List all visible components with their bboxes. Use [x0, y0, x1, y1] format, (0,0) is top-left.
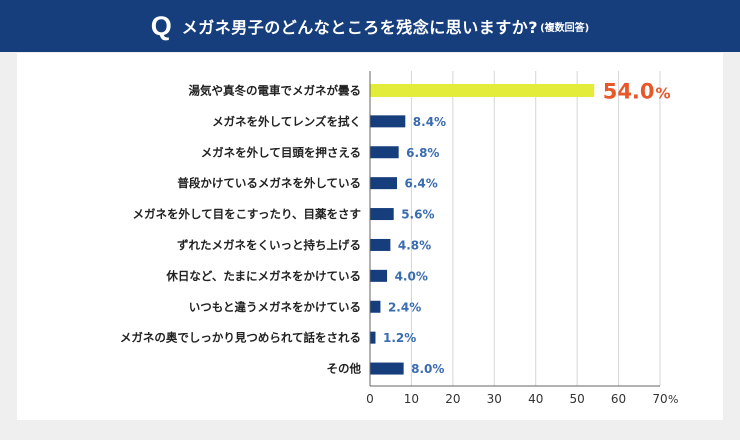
- data-label: 2.4%: [388, 300, 421, 314]
- data-label: 8.4%: [413, 115, 446, 129]
- category-label: 休日など、たまにメガネをかけている: [165, 269, 361, 283]
- data-label: 5.6%: [401, 208, 434, 222]
- data-label: 6.8%: [406, 146, 439, 160]
- question-title: メガネ男子のどんなところを残念に思いますか?: [181, 18, 539, 37]
- chart-panel: 0 10 20 30 40 50 60 70% 湯気や真冬の電車でメガネが曇る 54.0% メガネを…: [17, 53, 723, 420]
- bar: [370, 83, 595, 97]
- x-tick-label: 50: [570, 392, 585, 406]
- bar: [370, 269, 388, 282]
- x-tick-label: 30: [487, 392, 502, 406]
- data-label: 54.0: [603, 79, 655, 103]
- question-subtitle: (複数回答): [540, 22, 590, 34]
- bar: [370, 238, 391, 251]
- title-bar: Q メガネ男子のどんなところを残念に思いますか? (複数回答): [0, 0, 740, 52]
- x-tick-label: 10: [404, 392, 419, 406]
- x-tick-label: 60: [611, 392, 626, 406]
- x-unit-label: %: [668, 393, 678, 406]
- category-label: その他: [327, 362, 362, 376]
- bar: [370, 362, 404, 375]
- bar-chart: 0 10 20 30 40 50 60 70 % 湯気や真冬の電車でメガネが曇る 54.0 % メガネを…: [120, 71, 678, 406]
- category-label: いつもと違うメガネをかけている: [189, 300, 361, 314]
- data-label: 4.0%: [395, 269, 428, 283]
- x-tick-label: 40: [528, 392, 543, 406]
- data-label: 6.4%: [405, 177, 438, 191]
- category-label: メガネの奥でしっかり見つめられて話をされる: [120, 331, 361, 345]
- category-label: 普段かけているメガネを外している: [177, 176, 361, 190]
- bar: [370, 208, 394, 221]
- data-label: 4.8%: [398, 238, 431, 252]
- data-label: 8.0%: [411, 362, 444, 376]
- x-tick-label: 20: [445, 392, 460, 406]
- category-label: メガネを外して目頭を押さえる: [201, 145, 361, 159]
- x-tick-label: 0: [366, 392, 374, 406]
- category-label: メガネを外して目をこすったり、目薬をさす: [132, 207, 361, 221]
- data-label: 1.2%: [383, 331, 416, 345]
- data-label-unit: %: [656, 84, 671, 102]
- bar: [370, 177, 398, 190]
- question-mark-label: Q: [150, 10, 172, 41]
- x-tick-label: 70: [652, 392, 667, 406]
- bar: [370, 146, 399, 159]
- bar: [370, 331, 376, 344]
- bar: [370, 115, 406, 128]
- category-label: 湯気や真冬の電車でメガネが曇る: [189, 83, 362, 97]
- bar: [370, 300, 381, 313]
- category-label: ずれたメガネをくいっと持ち上げる: [177, 238, 361, 252]
- category-label: メガネを外してレンズを拭く: [212, 114, 361, 128]
